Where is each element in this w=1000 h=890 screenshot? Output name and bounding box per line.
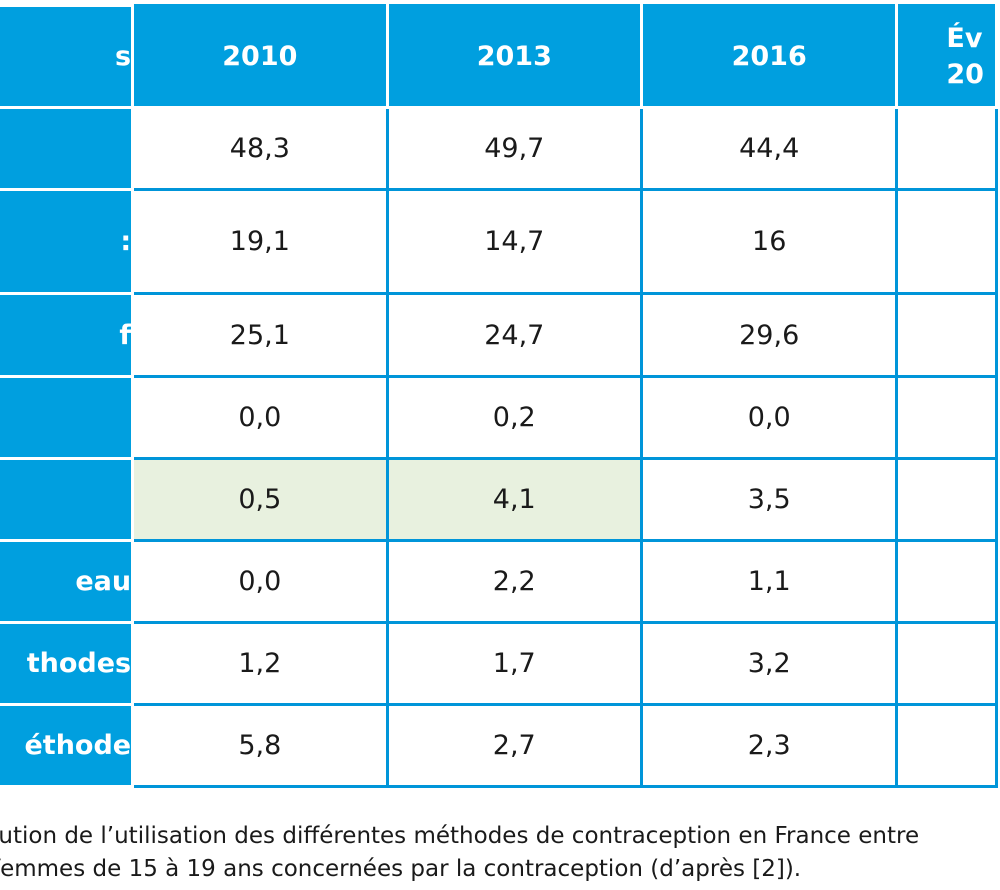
evolution-cell: [895, 539, 998, 624]
value-cell: 25,1: [131, 292, 389, 378]
row-label: f: [119, 319, 132, 351]
table-row: 0,0 0,2 0,0: [0, 375, 998, 460]
table-caption: lution de l’utilisation des différentes …: [0, 820, 1000, 886]
value-cell: 14,7: [385, 188, 644, 295]
value-cell: 5,8: [131, 703, 389, 788]
header-row: s 2010 2013 2016 Év 20: [0, 4, 998, 109]
value-cell: 1,7: [385, 621, 644, 706]
evolution-cell: [895, 457, 998, 542]
contraception-table: s 2010 2013 2016 Év 20 48,3 49,7 44,4:19,1…: [0, 4, 998, 788]
value-cell: 0,2: [385, 375, 644, 460]
value-cell: 0,0: [639, 375, 899, 460]
evolution-cell: [895, 621, 998, 706]
header-evolution: Év 20: [895, 4, 998, 109]
table-row: :19,1 14,7 16: [0, 188, 998, 295]
value-cell: 3,2: [639, 621, 899, 706]
value-cell: 4,1: [385, 457, 644, 542]
header-evolution-line1: Év: [946, 22, 983, 54]
header-evolution-line2: 20: [946, 58, 984, 90]
row-label-cell: éthode: [0, 703, 135, 788]
caption-line-2: femmes de 15 à 19 ans concernées par la …: [0, 856, 802, 882]
row-label: eau: [75, 566, 132, 597]
table-row: f 25,1 24,7 29,6: [0, 292, 998, 378]
evolution-cell: [895, 703, 998, 788]
caption-line-1: lution de l’utilisation des différentes …: [0, 823, 920, 849]
value-cell: 19,1: [131, 188, 389, 295]
value-cell: 0,5: [131, 457, 389, 542]
row-label: :: [120, 226, 132, 257]
value-cell: 2,7: [385, 703, 644, 788]
evolution-cell: [895, 106, 998, 191]
table-row: 48,3 49,7 44,4: [0, 106, 998, 191]
value-cell: 2,2: [385, 539, 644, 624]
table-row: éthode 5,8 2,7 2,3: [0, 703, 998, 788]
table-row: eau 0,0 2,2 1,1: [0, 539, 998, 624]
evolution-cell: [895, 292, 998, 378]
row-label-cell: [0, 457, 135, 542]
value-cell: 0,0: [131, 539, 389, 624]
value-cell: 1,1: [639, 539, 899, 624]
value-cell: 2,3: [639, 703, 899, 788]
row-label-cell: [0, 106, 135, 191]
value-cell: 48,3: [131, 106, 389, 191]
header-corner-cell: s: [0, 4, 135, 109]
value-cell: 49,7: [385, 106, 644, 191]
value-cell: 1,2: [131, 621, 389, 706]
header-year-2010: 2010: [131, 4, 389, 109]
value-cell: 24,7: [385, 292, 644, 378]
value-cell: 3,5: [639, 457, 899, 542]
row-label: éthode: [24, 730, 132, 761]
row-label: thodes: [26, 648, 132, 679]
row-label-cell: [0, 375, 135, 460]
row-label-cell: :: [0, 188, 135, 295]
table-row: 0,5 4,1 3,5: [0, 457, 998, 542]
row-label-cell: thodes: [0, 621, 135, 706]
value-cell: 16: [639, 188, 899, 295]
value-cell: 44,4: [639, 106, 899, 191]
evolution-cell: [895, 375, 998, 460]
evolution-cell: [895, 188, 998, 295]
row-label-cell: eau: [0, 539, 135, 624]
header-year-2013: 2013: [385, 4, 644, 109]
value-cell: 29,6: [639, 292, 899, 378]
value-cell: 0,0: [131, 375, 389, 460]
row-label-cell: f: [0, 292, 135, 378]
header-year-2016: 2016: [639, 4, 899, 109]
table-row: thodes 1,2 1,7 3,2: [0, 621, 998, 706]
